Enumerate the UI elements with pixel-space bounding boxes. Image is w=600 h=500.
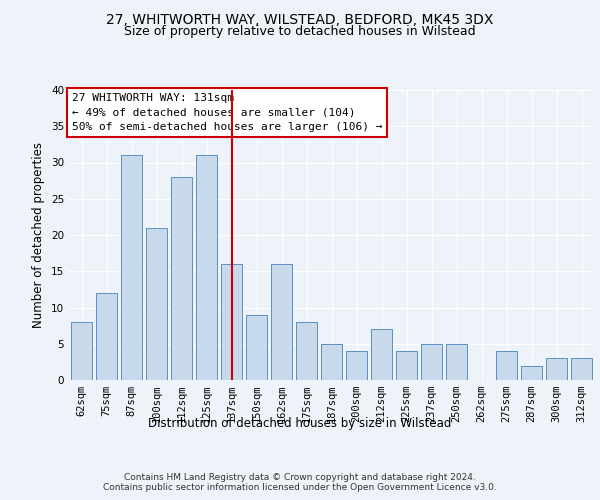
Text: 27, WHITWORTH WAY, WILSTEAD, BEDFORD, MK45 3DX: 27, WHITWORTH WAY, WILSTEAD, BEDFORD, MK…	[106, 12, 494, 26]
Bar	[421, 344, 442, 380]
Bar	[396, 351, 417, 380]
Bar	[171, 177, 192, 380]
Bar	[96, 293, 117, 380]
Bar	[146, 228, 167, 380]
Bar	[371, 329, 392, 380]
Text: 27 WHITWORTH WAY: 131sqm
← 49% of detached houses are smaller (104)
50% of semi-: 27 WHITWORTH WAY: 131sqm ← 49% of detach…	[71, 93, 382, 132]
Bar	[121, 155, 142, 380]
Bar	[246, 315, 267, 380]
Text: Distribution of detached houses by size in Wilstead: Distribution of detached houses by size …	[148, 418, 452, 430]
Bar	[521, 366, 542, 380]
Bar	[321, 344, 342, 380]
Bar	[221, 264, 242, 380]
Text: Size of property relative to detached houses in Wilstead: Size of property relative to detached ho…	[124, 25, 476, 38]
Bar	[196, 155, 217, 380]
Bar	[346, 351, 367, 380]
Y-axis label: Number of detached properties: Number of detached properties	[32, 142, 46, 328]
Bar	[296, 322, 317, 380]
Bar	[446, 344, 467, 380]
Bar	[571, 358, 592, 380]
Bar	[71, 322, 92, 380]
Bar	[496, 351, 517, 380]
Bar	[546, 358, 567, 380]
Text: Contains HM Land Registry data © Crown copyright and database right 2024.
Contai: Contains HM Land Registry data © Crown c…	[103, 472, 497, 492]
Bar	[271, 264, 292, 380]
